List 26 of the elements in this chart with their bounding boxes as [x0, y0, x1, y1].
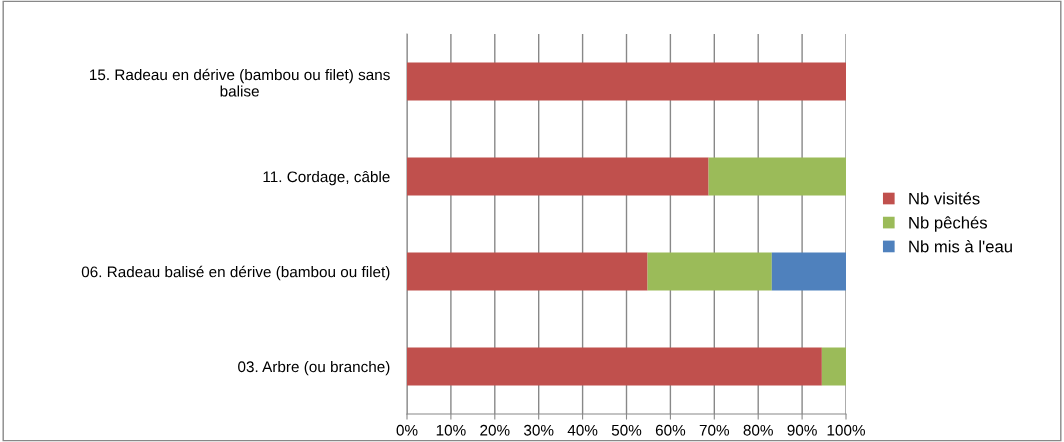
- x-tick-label: 20%: [480, 424, 510, 436]
- bar: [407, 252, 648, 291]
- legend-label: Nb visités: [909, 192, 980, 205]
- x-tick-label: 70%: [699, 424, 730, 436]
- bar: [407, 347, 822, 386]
- x-tick-label: 10%: [436, 424, 466, 436]
- x-tick-label: 100%: [827, 424, 865, 436]
- bar: [708, 157, 846, 196]
- x-tick-label: 0%: [396, 424, 418, 436]
- x-tick-label: 40%: [567, 424, 598, 436]
- bar: [407, 157, 709, 196]
- legend-label: Nb pêchés: [909, 216, 988, 232]
- x-tick-label: 80%: [743, 424, 773, 436]
- x-tick-label: 50%: [611, 424, 642, 436]
- x-tick-label: 90%: [787, 424, 817, 436]
- bar: [821, 347, 846, 386]
- legend-label: Nb mis à l'eau: [909, 240, 1012, 253]
- bar: [771, 252, 846, 291]
- y-tick-label: 03. Arbre (ou branche): [238, 360, 390, 376]
- bar: [647, 252, 772, 291]
- y-tick-label: 11. Cordage, câble: [263, 170, 390, 186]
- x-tick-label: 30%: [523, 424, 554, 436]
- y-tick-label: 15. Radeau en dérive (bambou ou filet) sans balise: [90, 68, 390, 97]
- x-tick-label: 60%: [655, 424, 686, 436]
- bar: [407, 62, 846, 101]
- y-tick-label: 06. Radeau balisé en dérive (bambou ou filet): [81, 265, 390, 281]
